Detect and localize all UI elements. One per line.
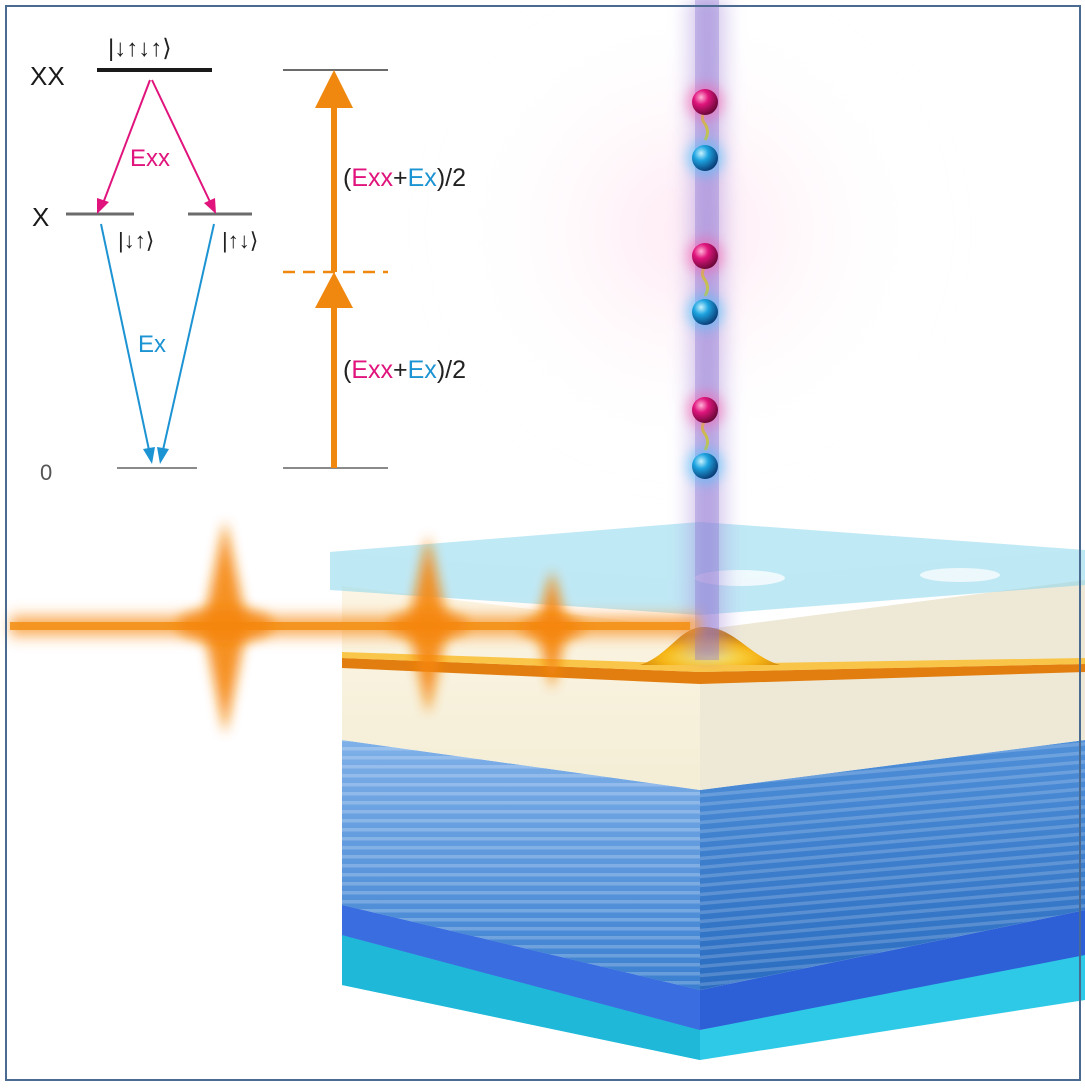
active-layer bbox=[342, 658, 1085, 684]
xx-state-ket: |↓↑↓↑⟩ bbox=[108, 35, 172, 62]
exciton-pairs bbox=[687, 84, 723, 484]
tpa-lower-label: (Exx+Ex)/2 bbox=[343, 356, 466, 384]
ground-level-label: 0 bbox=[40, 460, 52, 485]
electron-icon bbox=[692, 243, 718, 269]
x-state-right-ket: |↑↓⟩ bbox=[222, 228, 258, 253]
electron-icon bbox=[692, 397, 718, 423]
hole-icon bbox=[692, 453, 718, 479]
laser-pulse-icon bbox=[388, 535, 468, 715]
exciton-pair-2 bbox=[687, 238, 723, 330]
xx-level-label: XX bbox=[30, 61, 65, 91]
laser-pulse-icon bbox=[177, 520, 273, 735]
x-level-label: X bbox=[32, 202, 49, 232]
ex-label: Ex bbox=[138, 331, 166, 358]
substrate-layer bbox=[342, 935, 1085, 1060]
cavity-spacer-side bbox=[700, 580, 1085, 790]
electron-icon bbox=[692, 89, 718, 115]
ex-arrow-right bbox=[162, 223, 215, 451]
figure-frame bbox=[5, 5, 1081, 1081]
microcavity-device bbox=[330, 522, 1085, 1060]
exx-label: Exx bbox=[130, 145, 170, 172]
laser-pulse-icon bbox=[520, 570, 584, 690]
exciton-pair-3 bbox=[687, 392, 723, 484]
exx-arrow-right bbox=[151, 79, 213, 207]
hole-icon bbox=[692, 299, 718, 325]
pump-laser bbox=[10, 520, 700, 735]
exciton-pair-1 bbox=[687, 84, 723, 176]
ex-arrow-left bbox=[100, 223, 150, 451]
energy-level-diagram: XX X 0 |↓↑↓↑⟩ |↓↑⟩ |↑↓⟩ Exx Ex (Exx+Ex)/… bbox=[30, 35, 466, 485]
x-state-left-ket: |↓↑⟩ bbox=[118, 228, 154, 253]
exx-arrow-left bbox=[101, 79, 151, 207]
hole-icon bbox=[692, 145, 718, 171]
tpa-upper-label: (Exx+Ex)/2 bbox=[343, 164, 466, 192]
